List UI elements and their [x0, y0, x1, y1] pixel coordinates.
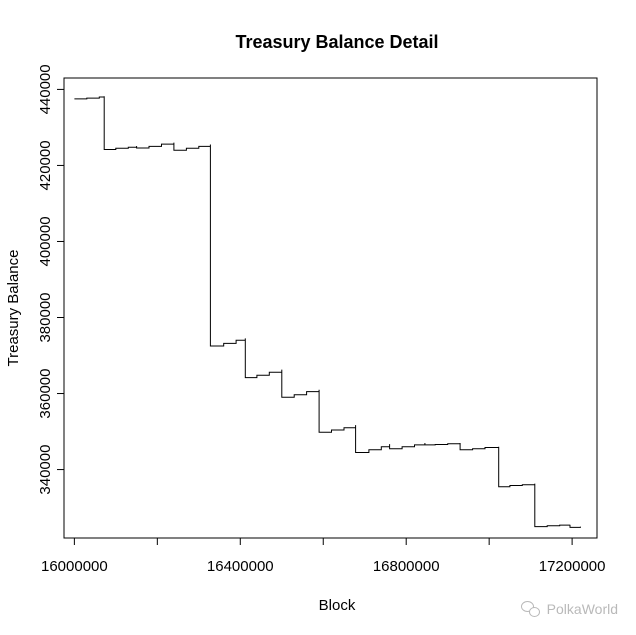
wechat-icon: [520, 601, 541, 617]
y-tick-label: 380000: [37, 292, 54, 342]
y-tick-label: 340000: [37, 445, 54, 495]
x-axis: 16000000 16400000 16800000 17200000: [41, 537, 606, 575]
y-axis: 340000 360000 380000 400000 420000 440000: [37, 64, 65, 495]
y-tick-label: 420000: [37, 140, 54, 190]
y-tick-label: 400000: [37, 216, 54, 266]
chart-title: Treasury Balance Detail: [235, 32, 438, 52]
x-tick-label: 16000000: [41, 558, 108, 575]
plot-box: [63, 77, 598, 539]
x-axis-label: Block: [319, 597, 356, 614]
x-tick-label: 16400000: [207, 558, 274, 575]
y-tick-label: 440000: [37, 64, 54, 114]
y-tick-label: 360000: [37, 369, 54, 419]
y-axis-label: Treasury Balance: [5, 250, 22, 367]
watermark: PolkaWorld: [520, 601, 618, 617]
x-tick-label: 17200000: [539, 558, 606, 575]
series-line: [74, 96, 581, 528]
watermark-text: PolkaWorld: [546, 601, 618, 617]
x-tick-label: 16800000: [373, 558, 440, 575]
